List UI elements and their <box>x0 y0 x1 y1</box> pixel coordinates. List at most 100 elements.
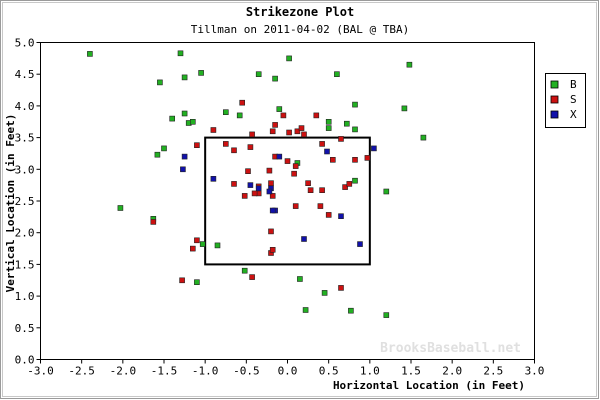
pitch-point-b <box>223 109 229 115</box>
pitch-point-b <box>198 70 204 76</box>
x-tick-label: 3.0 <box>525 365 545 378</box>
y-axis-ticks: 0.0 0.5 1.0 1.5 2.0 2.5 3.0 3.5 4.0 4.5 5.0 <box>15 37 41 367</box>
pitch-point-s <box>342 184 348 190</box>
pitch-point-b <box>352 177 358 184</box>
x-tick-label: 1.0 <box>360 365 380 378</box>
chart-subtitle: Tillman on 2011-04-02 (BAL @ TBA) <box>191 23 410 36</box>
pitch-point-s <box>298 125 305 131</box>
legend-swatch-x <box>550 110 559 119</box>
pitch-point-b <box>325 119 332 125</box>
pitch-point-s <box>223 141 229 147</box>
legend: BSX <box>545 73 586 128</box>
x-tick-label: -1.5 <box>151 365 178 378</box>
pitch-point-s <box>313 112 320 119</box>
x-tick-label: -0.5 <box>233 365 260 378</box>
pitch-point-x <box>276 153 283 160</box>
pitch-point-x <box>255 185 262 192</box>
x-tick-label: 0.0 <box>278 365 298 378</box>
pitch-point-s <box>291 170 297 177</box>
pitch-point-b <box>190 119 196 125</box>
pitch-point-b <box>302 307 309 313</box>
y-tick-label: 5.0 <box>15 37 35 50</box>
y-tick-label: 2.5 <box>15 195 35 208</box>
plot-area <box>40 42 535 360</box>
pitch-point-s <box>346 181 353 187</box>
pitch-point-s <box>179 277 185 284</box>
pitch-point-x <box>247 182 254 188</box>
pitch-point-s <box>338 285 344 291</box>
x-axis-ticks: -3.0 -2.5 -2.0 -1.5 -1.0 -0.5 0.0 0.5 1.0 1.5 2.0 2… <box>27 359 545 378</box>
strike-zone-box <box>204 136 371 266</box>
pitch-point-b <box>255 71 262 77</box>
pitch-point-b <box>406 61 413 68</box>
watermark: BrooksBaseball.net <box>380 341 521 356</box>
x-tick-label: 0.5 <box>319 365 339 378</box>
pitch-point-s <box>338 136 344 142</box>
legend-swatch-s <box>550 95 559 104</box>
pitch-point-b <box>181 110 188 117</box>
pitch-point-s <box>249 131 255 138</box>
pitch-point-s <box>231 147 237 154</box>
pitch-point-b <box>199 241 206 247</box>
x-tick-label: -2.0 <box>110 365 137 378</box>
x-axis-label: Horizontal Location (in Feet) <box>333 379 525 392</box>
pitch-point-b <box>181 74 188 81</box>
pitch-point-x <box>338 213 344 219</box>
pitch-point-b <box>286 55 292 62</box>
pitch-point-x <box>324 148 330 155</box>
chart-title: Strikezone Plot <box>246 5 354 19</box>
pitch-point-s <box>249 274 255 280</box>
pitch-point-b <box>241 267 248 274</box>
pitch-point-x <box>357 241 363 247</box>
x-tick-label: -3.0 <box>27 365 54 378</box>
pitch-point-b <box>383 312 390 318</box>
pitch-point-s <box>269 247 276 253</box>
y-axis-label: Vertical Location (in Feet) <box>4 114 17 293</box>
pitch-point-b <box>87 51 93 57</box>
y-tick-label: 2.0 <box>15 227 35 240</box>
pitch-point-b <box>420 134 427 141</box>
pitch-point-s <box>269 193 276 199</box>
pitch-point-s <box>284 158 291 164</box>
pitch-point-s <box>294 128 301 135</box>
pitch-point-s <box>272 122 278 128</box>
pitch-point-s <box>247 144 254 150</box>
pitch-point-s <box>280 112 287 119</box>
y-tick-label: 3.0 <box>15 163 35 176</box>
pitch-point-s <box>325 212 332 218</box>
legend-label-b: B <box>570 78 577 91</box>
pitch-point-s <box>292 203 299 209</box>
pitch-point-b <box>348 307 354 314</box>
pitch-point-x <box>371 145 377 152</box>
legend-swatch-b <box>550 80 559 89</box>
x-tick-label: -1.0 <box>192 365 219 378</box>
inner-border <box>2 2 597 397</box>
pitch-point-x <box>210 176 217 182</box>
x-tick-label: -2.5 <box>68 365 95 378</box>
pitch-point-s <box>329 157 336 163</box>
y-tick-label: 3.5 <box>15 132 35 145</box>
pitch-point-x <box>180 166 186 173</box>
pitch-point-s <box>292 163 299 169</box>
y-tick-label: 0.5 <box>15 322 35 335</box>
pitch-point-s <box>210 127 217 133</box>
pitch-point-s <box>317 203 324 209</box>
x-tick-label: 2.0 <box>442 365 462 378</box>
pitch-points <box>87 50 427 318</box>
pitch-point-b <box>321 290 328 296</box>
pitch-point-b <box>214 242 221 249</box>
pitch-point-b <box>194 279 200 286</box>
pitch-point-s <box>286 129 292 136</box>
pitch-point-b <box>325 125 332 131</box>
pitch-point-b <box>297 276 303 282</box>
pitch-point-b <box>352 101 358 108</box>
pitch-point-s <box>301 131 307 138</box>
pitch-point-b <box>161 145 167 152</box>
legend-label-x: X <box>570 108 577 121</box>
pitch-point-s <box>239 99 245 106</box>
pitch-point-x <box>301 236 307 242</box>
pitch-point-s <box>319 141 325 147</box>
pitch-point-x <box>266 188 273 195</box>
pitch-point-s <box>364 155 371 161</box>
